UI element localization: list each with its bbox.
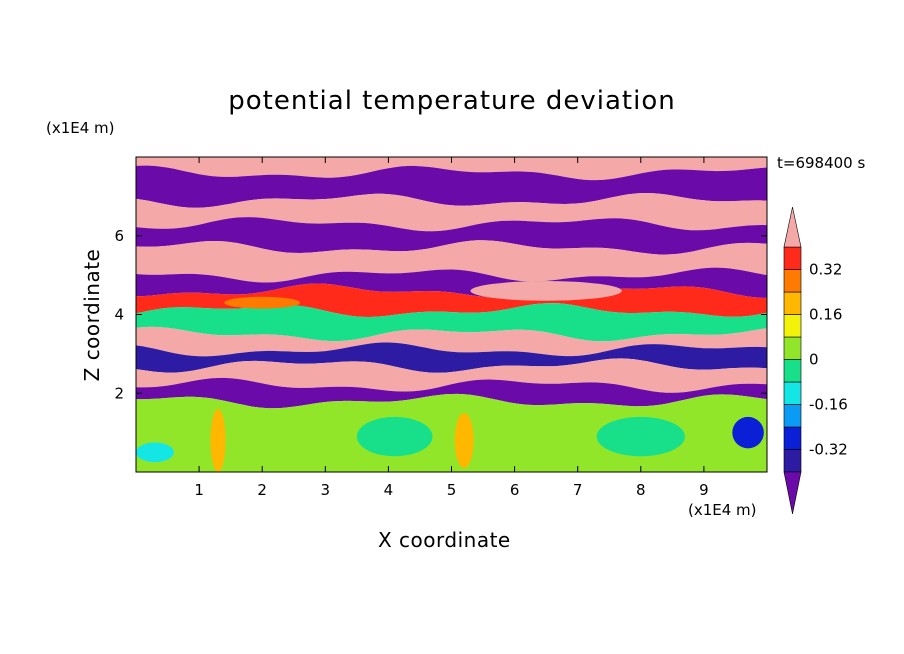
x-tick-label: 4 [384, 481, 394, 499]
field-feature [356, 416, 433, 457]
colorbar-swatch [783, 246, 802, 270]
x-tick-label: 2 [257, 481, 267, 499]
z-axis-unit: (x1E4 m) [46, 119, 115, 137]
field-feature [224, 296, 301, 309]
colorbar-swatch [783, 426, 802, 450]
field-band [136, 240, 767, 283]
field-band [136, 165, 767, 208]
field-feature [470, 281, 622, 301]
colorbar-label: 0.16 [809, 306, 842, 324]
field-band [136, 358, 767, 393]
colorbar-max-arrow [783, 206, 802, 248]
field-band [136, 377, 767, 409]
colorbar-swatch [783, 381, 802, 405]
y-tick-label: 2 [114, 384, 124, 402]
field-band [136, 217, 767, 255]
field-feature [454, 412, 474, 469]
field-feature [596, 416, 685, 457]
field-band [136, 267, 767, 298]
x-tick-label: 7 [573, 481, 583, 499]
colorbar-label: -0.32 [809, 441, 848, 459]
field-band [136, 157, 767, 181]
x-tick-label: 1 [194, 481, 204, 499]
colorbar-swatch [783, 336, 802, 360]
axes: 1 2 3 4 5 6 7 8 9 2 4 6 [114, 157, 767, 499]
colorbar-swatch [783, 359, 802, 383]
x-tick-label: 9 [699, 481, 709, 499]
colorbar-swatch [783, 291, 802, 315]
colorbar-swatch [783, 314, 802, 338]
field-band [136, 342, 767, 373]
y-tick-label: 4 [114, 306, 124, 324]
field-feature [732, 416, 764, 449]
colorbar-min-arrow [783, 471, 802, 515]
x-tick-label: 3 [321, 481, 331, 499]
field-band [136, 193, 767, 232]
x-axis-label: X coordinate [378, 528, 511, 552]
chart-title: potential temperature deviation [228, 86, 676, 116]
colorbar: 0.32 0.16 0 -0.16 -0.32 [783, 206, 848, 515]
colorbar-swatch [783, 404, 802, 428]
field-band [136, 326, 767, 357]
x-tick-label: 8 [636, 481, 646, 499]
y-tick-label: 6 [114, 227, 124, 245]
colorbar-swatch [783, 449, 802, 473]
contour-field [136, 157, 767, 472]
field-band [136, 303, 767, 342]
field-feature [136, 442, 174, 463]
colorbar-swatch [783, 269, 802, 293]
colorbar-label: -0.16 [809, 396, 848, 414]
field-band [136, 393, 767, 472]
colorbar-label: 0.32 [809, 261, 842, 279]
field-feature [210, 409, 226, 472]
colorbar-label: 0 [809, 351, 819, 369]
x-tick-label: 5 [447, 481, 457, 499]
time-label: t=698400 s [777, 154, 866, 172]
x-tick-label: 6 [510, 481, 520, 499]
x-axis-unit: (x1E4 m) [688, 501, 757, 519]
